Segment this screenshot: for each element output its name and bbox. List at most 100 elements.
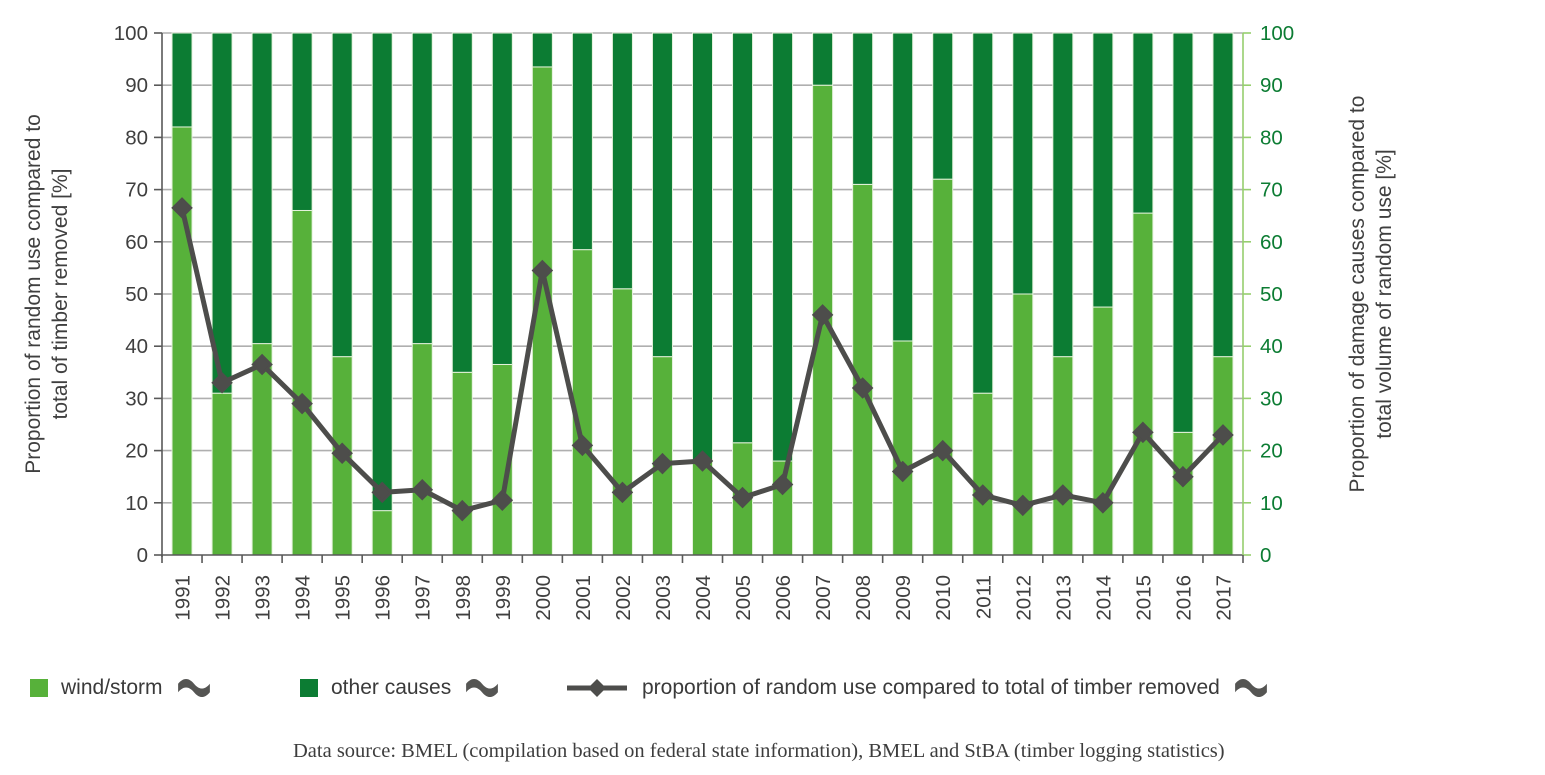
line-marker-2005 bbox=[731, 486, 754, 509]
flag-icon bbox=[177, 679, 210, 697]
line-marker-2004 bbox=[691, 450, 714, 472]
bar-segment-wind-storm-1996 bbox=[371, 510, 393, 556]
line-marker-1993 bbox=[251, 353, 273, 376]
bar-segment-other-causes-2012 bbox=[1012, 32, 1034, 295]
x-axis-label-1998: 1998 bbox=[452, 575, 475, 621]
left-axis-label-100: 100 bbox=[114, 22, 148, 45]
bar-segment-wind-storm-1992 bbox=[211, 392, 233, 556]
legend-item-other-causes: other causes bbox=[300, 668, 500, 708]
line-marker-1996 bbox=[371, 481, 393, 504]
line-marker-1992 bbox=[211, 371, 233, 394]
bar-segment-other-causes-2016 bbox=[1172, 32, 1194, 433]
wind-storm-swatch bbox=[30, 679, 48, 697]
bar-segment-other-causes-1993 bbox=[251, 32, 273, 345]
x-axis-label-2008: 2008 bbox=[852, 575, 875, 621]
line-marker-2001 bbox=[571, 434, 594, 457]
x-axis-label-2017: 2017 bbox=[1212, 575, 1235, 621]
x-axis-label-2000: 2000 bbox=[532, 575, 555, 621]
line-marker-2010 bbox=[931, 439, 954, 462]
x-axis-label-2005: 2005 bbox=[732, 575, 755, 621]
line-marker-1999 bbox=[491, 489, 514, 511]
line-marker-icon bbox=[567, 679, 627, 697]
x-axis-label-2015: 2015 bbox=[1132, 575, 1155, 621]
right-axis-label-100: 100 bbox=[1260, 22, 1294, 45]
x-axis-label-2003: 2003 bbox=[652, 575, 675, 621]
x-axis-label-1997: 1997 bbox=[412, 575, 435, 621]
line-marker-2006 bbox=[771, 473, 794, 496]
bar-segment-wind-storm-2010 bbox=[932, 178, 954, 556]
bar-segment-wind-storm-2016 bbox=[1172, 431, 1194, 556]
line-marker-2013 bbox=[1052, 484, 1074, 506]
data-source-text: Data source: BMEL (compilation based on … bbox=[293, 740, 1225, 762]
line-marker-2003 bbox=[651, 452, 674, 475]
bar-segment-other-causes-1992 bbox=[211, 32, 233, 394]
left-axis-label-40: 40 bbox=[125, 335, 148, 358]
bar-segment-wind-storm-2009 bbox=[892, 340, 914, 556]
bar-segment-wind-storm-1994 bbox=[291, 209, 313, 556]
left-axis-label-20: 20 bbox=[125, 440, 148, 463]
right-axis-title-line1: Proportion of damage causes compared to bbox=[1346, 95, 1369, 493]
line-marker-2008 bbox=[851, 377, 874, 399]
left-axis-label-50: 50 bbox=[125, 283, 148, 306]
bar-segment-wind-storm-2002 bbox=[611, 288, 633, 556]
x-axis-label-1993: 1993 bbox=[252, 575, 275, 621]
x-axis-label-2007: 2007 bbox=[812, 575, 835, 621]
x-axis-label-2002: 2002 bbox=[612, 575, 635, 621]
x-axis-label-2011: 2011 bbox=[972, 575, 995, 619]
bar-segment-other-causes-2014 bbox=[1092, 32, 1114, 308]
line-marker-2011 bbox=[971, 484, 994, 506]
flag-icon bbox=[1234, 679, 1267, 697]
left-axis-label-30: 30 bbox=[125, 387, 148, 410]
bar-segment-wind-storm-2014 bbox=[1092, 306, 1114, 556]
line-marker-1995 bbox=[331, 442, 353, 464]
legend-item-random-use-line: proportion of random use compared to tot… bbox=[565, 668, 1269, 708]
x-axis-label-1992: 1992 bbox=[212, 575, 235, 621]
bar-segment-other-causes-2009 bbox=[892, 32, 914, 342]
bar-segment-other-causes-2006 bbox=[772, 32, 794, 462]
line-marker-1994 bbox=[291, 392, 313, 415]
right-axis-label-40: 40 bbox=[1260, 335, 1283, 358]
right-axis-title: Proportion of damage causes compared to … bbox=[1344, 96, 1398, 493]
x-axis-label-1994: 1994 bbox=[292, 575, 315, 621]
bar-segment-wind-storm-2008 bbox=[852, 183, 874, 556]
bar-segment-wind-storm-2004 bbox=[692, 460, 713, 556]
x-axis-label-1996: 1996 bbox=[372, 575, 395, 621]
bar-segment-other-causes-2017 bbox=[1212, 32, 1234, 358]
bar-segment-wind-storm-2001 bbox=[571, 249, 593, 556]
x-axis-label-2006: 2006 bbox=[772, 575, 795, 621]
line-marker-1998 bbox=[451, 499, 474, 522]
left-axis-label-0: 0 bbox=[137, 544, 148, 567]
bar-segment-other-causes-2001 bbox=[571, 32, 593, 251]
left-axis-label-80: 80 bbox=[125, 126, 148, 149]
bar-segment-other-causes-2003 bbox=[651, 32, 673, 358]
bar-segment-other-causes-2011 bbox=[972, 32, 994, 394]
legend-label-other-causes: other causes bbox=[331, 676, 452, 699]
left-axis-label-70: 70 bbox=[125, 179, 148, 202]
x-axis-label-2009: 2009 bbox=[892, 575, 915, 621]
legend-item-wind-storm: wind/storm bbox=[30, 668, 212, 708]
right-axis-label-70: 70 bbox=[1260, 179, 1283, 202]
bar-segment-other-causes-1995 bbox=[331, 32, 353, 358]
bar-segment-other-causes-2007 bbox=[812, 32, 834, 86]
bar-segment-other-causes-2013 bbox=[1052, 32, 1074, 358]
legend: wind/storm other causes proportion of ra… bbox=[0, 668, 1545, 708]
line-marker-2017 bbox=[1212, 424, 1234, 446]
bar-segment-other-causes-2010 bbox=[932, 32, 954, 180]
right-axis-label-10: 10 bbox=[1260, 492, 1283, 515]
legend-label-random-use-line: proportion of random use compared to tot… bbox=[642, 676, 1220, 699]
x-axis-label-2016: 2016 bbox=[1172, 575, 1195, 621]
x-axis-label-2014: 2014 bbox=[1092, 575, 1115, 621]
bar-segment-other-causes-2008 bbox=[852, 32, 874, 185]
bar-segment-wind-storm-2015 bbox=[1132, 212, 1154, 556]
bar-segment-other-causes-2000 bbox=[531, 32, 553, 68]
x-axis-label-2013: 2013 bbox=[1052, 575, 1075, 621]
line-marker-2009 bbox=[891, 460, 914, 483]
line-marker-2007 bbox=[811, 304, 834, 326]
right-axis-label-20: 20 bbox=[1260, 440, 1283, 463]
line-marker-2002 bbox=[611, 481, 634, 504]
bar-segment-other-causes-1994 bbox=[291, 32, 313, 211]
right-axis-title-line2: total volume of random use [%] bbox=[1373, 149, 1396, 439]
bar-segment-other-causes-1997 bbox=[411, 32, 433, 345]
line-marker-2000 bbox=[531, 259, 554, 282]
